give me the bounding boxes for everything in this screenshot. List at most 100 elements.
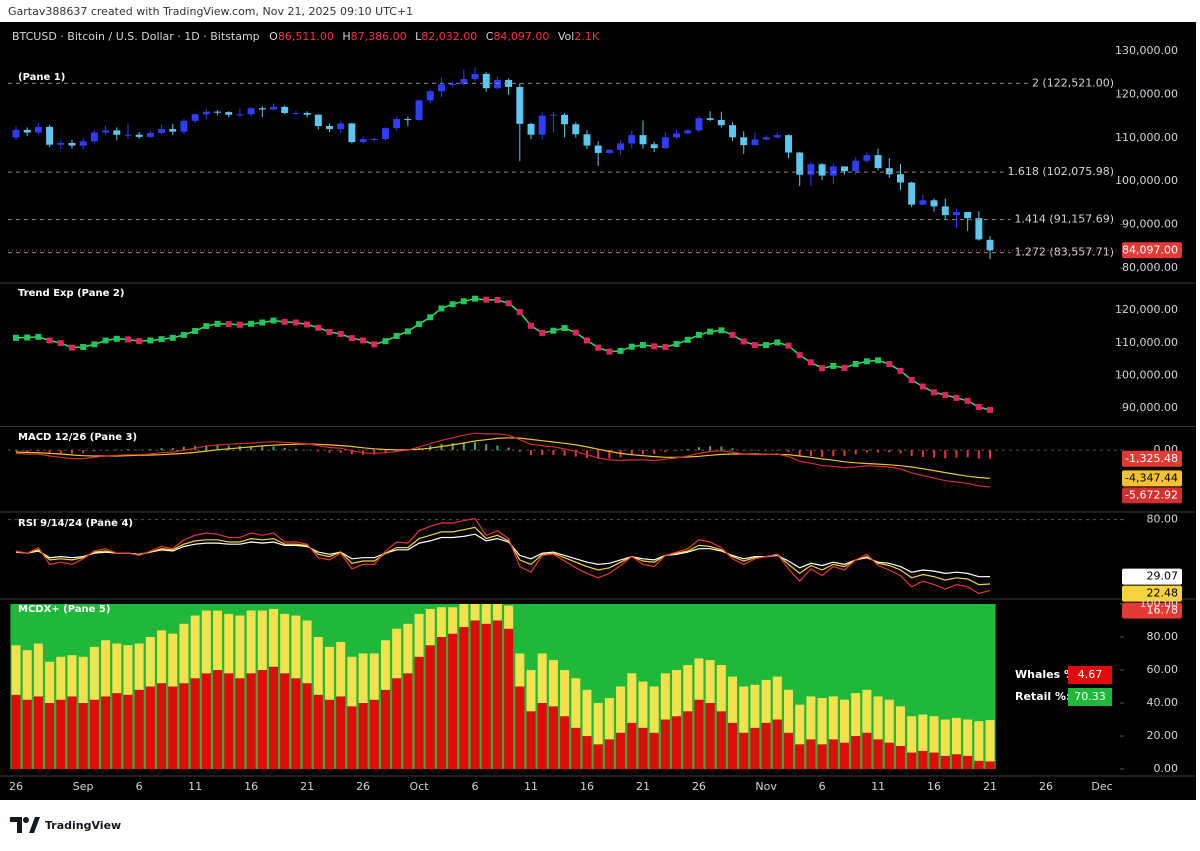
pane-separators xyxy=(0,282,1196,777)
bar-segment xyxy=(817,698,827,745)
bar-segment xyxy=(67,696,77,770)
bar-segment xyxy=(739,732,749,770)
bar-segment xyxy=(761,679,771,723)
histogram-bar xyxy=(843,450,846,456)
bar-segment xyxy=(638,681,648,728)
bar-segment xyxy=(862,732,872,770)
candle-body xyxy=(415,100,423,120)
value-tag-bg xyxy=(1122,568,1182,585)
trend-marker xyxy=(427,314,434,321)
trend-marker xyxy=(908,376,915,383)
bar-segment xyxy=(291,678,301,770)
bar-segment xyxy=(213,610,223,670)
bar-segment xyxy=(369,653,379,700)
bar-segment xyxy=(224,673,234,770)
histogram-bar xyxy=(664,450,667,453)
bar-segment xyxy=(269,666,279,770)
brand-name: TradingView xyxy=(45,819,121,832)
ohlc-value: 84,097.00 xyxy=(493,30,549,43)
candle-body xyxy=(852,160,860,172)
bar-segment xyxy=(347,656,357,707)
bar-segment xyxy=(145,686,155,770)
bar-segment xyxy=(806,696,816,740)
histogram-bar xyxy=(37,450,40,452)
trend-marker xyxy=(13,334,19,341)
histogram-bar xyxy=(686,449,689,451)
bar-segment xyxy=(504,605,514,629)
ohlc-key: L xyxy=(415,30,422,43)
trend-marker xyxy=(192,328,199,334)
trend-marker xyxy=(684,336,691,343)
bar-segment xyxy=(548,660,558,707)
bar-segment xyxy=(929,716,939,753)
candle-body xyxy=(807,164,815,175)
bar-segment xyxy=(839,742,849,770)
candle-body xyxy=(964,212,972,219)
bar-segment xyxy=(358,653,368,704)
candle-body xyxy=(34,126,42,133)
bar-segment xyxy=(45,661,55,704)
trend-marker xyxy=(113,335,120,342)
candle-body xyxy=(729,125,737,138)
bar-segment xyxy=(425,645,435,770)
histogram-bar xyxy=(26,450,29,452)
candle-body xyxy=(437,84,445,92)
bar-segment xyxy=(425,608,435,646)
bar-segment xyxy=(403,623,413,674)
bar-segment xyxy=(369,699,379,770)
bar-segment xyxy=(380,640,390,690)
bar-segment xyxy=(403,673,413,770)
readout-value: 4.67 xyxy=(1078,668,1103,681)
fib-label: 1.272 (83,557.71) xyxy=(1014,246,1114,259)
bar-segment xyxy=(571,678,581,728)
candle-body xyxy=(762,137,770,140)
value-tag-bg xyxy=(1122,585,1182,602)
bar-segment xyxy=(705,660,715,704)
bar-segment xyxy=(884,742,894,770)
trend-marker xyxy=(975,404,982,411)
histogram-bar xyxy=(104,450,107,451)
candle-body xyxy=(381,128,389,140)
trend-marker xyxy=(617,347,624,354)
bar-segment xyxy=(235,678,245,770)
trend-line xyxy=(15,297,991,411)
bar-segment xyxy=(728,722,738,770)
bar-segment xyxy=(784,689,794,733)
bar-segment xyxy=(246,610,256,674)
value-tag-bg xyxy=(1122,450,1182,467)
histogram-bar xyxy=(865,450,868,453)
histogram-bar xyxy=(149,449,152,451)
bar-segment xyxy=(907,752,917,770)
histogram-bar xyxy=(921,450,924,457)
trend-marker xyxy=(102,337,109,344)
bar-segment xyxy=(235,615,245,679)
candle-body xyxy=(874,155,882,169)
bar-segment xyxy=(895,706,905,746)
bar-segment xyxy=(649,686,659,733)
bar-segment xyxy=(907,716,917,753)
readout-bg xyxy=(1068,688,1112,706)
y-tick-label: 110,000.00 xyxy=(1115,131,1178,144)
bar-segment xyxy=(392,678,402,770)
candle-body xyxy=(527,123,535,135)
bar-segment xyxy=(526,711,536,770)
bar-segment xyxy=(436,607,446,637)
histogram-bar xyxy=(306,449,309,451)
histogram-bar xyxy=(115,449,118,451)
histogram-bar xyxy=(82,450,85,454)
histogram-bar xyxy=(182,446,185,451)
trend-marker xyxy=(337,330,344,337)
bar-segment xyxy=(33,696,43,770)
bar-segment xyxy=(269,608,279,667)
candle-body xyxy=(158,129,166,133)
y-tick-label: 100.00 xyxy=(1140,597,1179,610)
bar-segment xyxy=(795,744,805,770)
candle-body xyxy=(706,118,714,120)
candle-body xyxy=(236,114,244,116)
candle-body xyxy=(505,79,513,87)
histogram-bar xyxy=(753,450,756,451)
logo-mark xyxy=(23,817,29,823)
pane-title: (Pane 1) xyxy=(18,72,65,83)
trend-marker xyxy=(259,319,266,326)
histogram-bar xyxy=(48,450,51,453)
